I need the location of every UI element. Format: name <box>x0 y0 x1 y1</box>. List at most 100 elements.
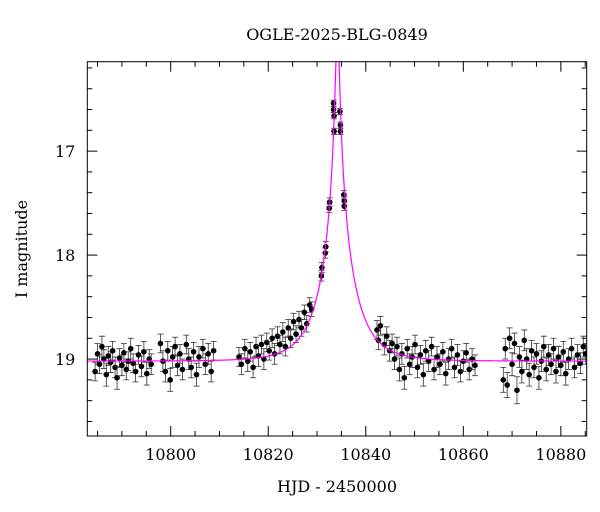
data-point <box>210 340 217 361</box>
point-marker <box>571 364 578 371</box>
point-marker <box>425 358 432 364</box>
point-marker <box>451 364 458 371</box>
point-marker <box>394 343 400 350</box>
point-marker <box>417 352 424 358</box>
data-point <box>518 359 525 384</box>
plot-frame <box>86 61 588 437</box>
data-point <box>414 356 421 379</box>
data-point <box>502 337 509 360</box>
data-point <box>560 340 567 363</box>
data-point <box>568 337 575 360</box>
x-tick-label: 10880 <box>535 445 586 464</box>
data-point <box>511 332 518 355</box>
point-marker <box>509 361 515 368</box>
point-marker <box>440 348 446 355</box>
point-marker <box>174 362 181 369</box>
point-marker <box>258 341 265 348</box>
point-marker <box>504 382 511 388</box>
data-point <box>193 362 200 387</box>
x-axis-label: HJD - 2450000 <box>277 477 397 496</box>
data-point <box>425 350 432 372</box>
y-tick-label: 19 <box>55 350 75 369</box>
point-marker <box>190 348 197 355</box>
data-point <box>266 340 273 361</box>
point-marker <box>555 354 562 360</box>
data-point <box>417 345 424 365</box>
point-marker <box>412 341 418 348</box>
data-point <box>526 362 533 387</box>
data-point <box>412 334 419 355</box>
point-marker <box>193 371 200 378</box>
data-point <box>208 360 215 383</box>
data-point <box>428 336 435 357</box>
point-marker <box>437 361 443 368</box>
point-marker <box>101 356 107 362</box>
point-marker <box>298 325 305 331</box>
data-point <box>396 357 403 382</box>
point-marker <box>337 108 343 115</box>
point-marker <box>562 370 569 377</box>
data-point <box>114 365 121 390</box>
data-point <box>167 368 174 392</box>
point-marker <box>330 100 337 107</box>
point-marker <box>132 368 139 375</box>
point-marker <box>183 341 190 348</box>
data-point <box>127 337 134 360</box>
point-marker <box>337 122 344 128</box>
point-marker <box>460 358 467 364</box>
data-points <box>92 99 587 405</box>
point-marker <box>285 325 292 331</box>
data-point <box>140 340 147 363</box>
point-marker <box>99 343 105 350</box>
data-point <box>420 362 427 387</box>
point-marker <box>238 361 245 368</box>
point-marker <box>448 345 455 352</box>
data-point <box>172 336 179 357</box>
data-point <box>164 340 171 361</box>
point-marker <box>116 355 123 361</box>
data-point <box>250 356 257 379</box>
point-marker <box>210 347 217 354</box>
point-marker <box>167 377 174 383</box>
point-marker <box>143 370 150 377</box>
data-point <box>398 343 405 365</box>
data-point <box>571 356 578 379</box>
data-point <box>383 326 390 346</box>
data-point <box>521 329 528 352</box>
data-point <box>436 353 443 376</box>
point-marker <box>553 368 559 375</box>
axis-ticks <box>87 61 587 436</box>
point-marker <box>521 337 528 344</box>
data-point <box>516 346 523 368</box>
data-point <box>157 333 164 354</box>
point-marker <box>127 345 134 352</box>
point-marker <box>577 360 584 367</box>
point-marker <box>442 370 449 377</box>
point-marker <box>236 354 242 360</box>
point-marker <box>519 368 525 375</box>
data-point <box>504 372 511 398</box>
point-marker <box>205 351 212 357</box>
point-marker <box>208 368 214 375</box>
point-marker <box>157 340 164 347</box>
data-point <box>301 304 308 320</box>
point-marker <box>172 343 178 350</box>
point-marker <box>454 352 461 358</box>
point-marker <box>560 348 567 355</box>
point-marker <box>263 339 270 346</box>
point-marker <box>280 329 286 335</box>
point-marker <box>188 364 194 371</box>
data-point <box>162 360 169 383</box>
point-marker <box>306 302 313 308</box>
point-marker <box>253 343 259 350</box>
data-point <box>513 376 520 405</box>
point-marker <box>293 331 299 337</box>
point-marker <box>290 318 297 325</box>
data-point <box>269 328 276 349</box>
x-tick-label: 10800 <box>145 445 196 464</box>
y-tick-label: 17 <box>55 142 75 161</box>
data-point <box>506 327 513 350</box>
point-marker <box>511 340 518 347</box>
data-point <box>330 99 337 107</box>
data-point <box>92 361 99 382</box>
